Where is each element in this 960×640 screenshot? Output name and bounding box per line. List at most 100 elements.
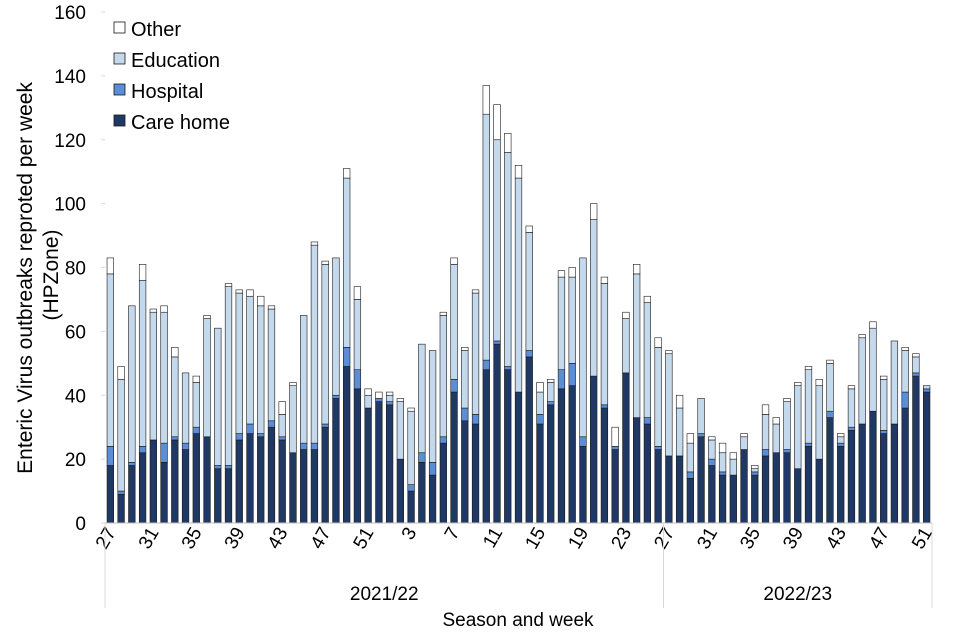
bar-care-home xyxy=(439,442,447,524)
bar-education xyxy=(729,458,737,476)
x-tick-label: 43 xyxy=(264,524,293,553)
bar-other xyxy=(858,334,866,339)
bar-care-home xyxy=(106,465,115,524)
legend-swatch-hospital xyxy=(113,83,126,96)
bar-education xyxy=(536,391,544,415)
bar-hospital xyxy=(267,420,276,428)
bar-education xyxy=(708,439,716,460)
bar-hospital xyxy=(847,426,856,431)
bar-education xyxy=(665,353,673,457)
bar-hospital xyxy=(912,372,920,377)
bar-education xyxy=(224,286,233,466)
bar-education xyxy=(171,356,179,438)
bar-other xyxy=(557,270,566,278)
x-tick-label: 23 xyxy=(607,524,636,553)
x-tick-label: 39 xyxy=(779,524,808,553)
bar-care-home xyxy=(600,407,609,524)
bar-other xyxy=(751,465,759,470)
bar-care-home xyxy=(461,420,469,524)
x-tick-label: 31 xyxy=(135,524,164,553)
bar-hospital xyxy=(504,366,512,371)
bar-hospital xyxy=(300,442,308,450)
bar-care-home xyxy=(579,446,587,524)
bar-care-home xyxy=(214,468,222,524)
bar-care-home xyxy=(525,356,533,524)
bar-education xyxy=(912,356,920,374)
bar-education xyxy=(847,388,856,428)
bar-education xyxy=(332,257,340,396)
bar-education xyxy=(117,378,125,492)
bar-education xyxy=(804,369,813,444)
bar-hospital xyxy=(418,452,426,463)
bar-other xyxy=(815,378,823,386)
bar-hospital xyxy=(611,446,619,450)
bar-other xyxy=(611,426,619,447)
x-tick-label: 7 xyxy=(441,524,464,544)
bar-education xyxy=(557,276,566,370)
bars xyxy=(106,85,931,524)
bar-education xyxy=(310,244,319,444)
bar-care-home xyxy=(557,388,566,524)
bar-hospital xyxy=(257,433,265,438)
bar-education xyxy=(149,311,157,441)
bar-hospital xyxy=(353,369,362,390)
bar-education xyxy=(396,401,404,460)
bar-hospital xyxy=(654,446,662,450)
bar-other xyxy=(665,350,673,355)
bar-hospital xyxy=(385,401,394,406)
bar-hospital xyxy=(321,423,329,428)
bar-care-home xyxy=(858,423,866,524)
bar-hospital xyxy=(278,436,286,441)
bar-education xyxy=(192,382,200,428)
bar-care-home xyxy=(751,474,759,524)
bar-care-home xyxy=(493,343,501,524)
bar-education xyxy=(407,410,415,485)
bar-education xyxy=(514,177,523,393)
bar-care-home xyxy=(514,391,523,524)
bar-care-home xyxy=(310,449,319,524)
bar-hospital xyxy=(568,363,576,386)
bar-education xyxy=(751,468,759,473)
bar-education xyxy=(718,452,727,473)
bar-care-home xyxy=(675,455,684,524)
x-axis-title: Season and week xyxy=(442,610,594,631)
bar-care-home xyxy=(729,474,737,524)
bar-other xyxy=(686,433,694,444)
bar-other xyxy=(203,315,211,319)
bar-care-home xyxy=(761,455,770,524)
bar-care-home xyxy=(901,407,909,524)
bar-education xyxy=(418,343,426,454)
bar-hospital xyxy=(837,442,845,447)
bar-care-home xyxy=(235,439,243,524)
bar-other xyxy=(847,385,856,390)
bar-other xyxy=(117,366,125,380)
bar-care-home xyxy=(783,452,791,524)
bar-education xyxy=(547,382,555,402)
bar-education xyxy=(579,257,587,438)
bar-hospital xyxy=(804,442,813,447)
y-axis-title: Enteric Virus outbreaks reproted per wee… xyxy=(14,76,63,474)
bar-other xyxy=(493,104,501,141)
bar-education xyxy=(289,385,297,454)
x-tick-label: 15 xyxy=(522,524,551,553)
bar-other xyxy=(246,289,254,297)
bar-hospital xyxy=(783,449,791,454)
bar-care-home xyxy=(536,423,544,524)
bar-other xyxy=(482,85,490,115)
bar-other xyxy=(837,433,845,438)
bar-other xyxy=(536,382,544,393)
legend-label-other: Other xyxy=(131,19,181,41)
bar-hospital xyxy=(579,436,587,447)
bar-hospital xyxy=(482,359,490,370)
bar-hospital xyxy=(880,430,888,434)
legend-label-education: Education xyxy=(131,50,220,72)
bar-care-home xyxy=(128,465,136,524)
bar-other xyxy=(192,375,200,383)
bar-education xyxy=(428,350,437,463)
bar-other xyxy=(439,311,447,316)
bar-hospital xyxy=(557,369,566,390)
bar-other xyxy=(643,295,652,303)
legend-swatch-education xyxy=(113,52,126,65)
bar-education xyxy=(493,139,501,342)
